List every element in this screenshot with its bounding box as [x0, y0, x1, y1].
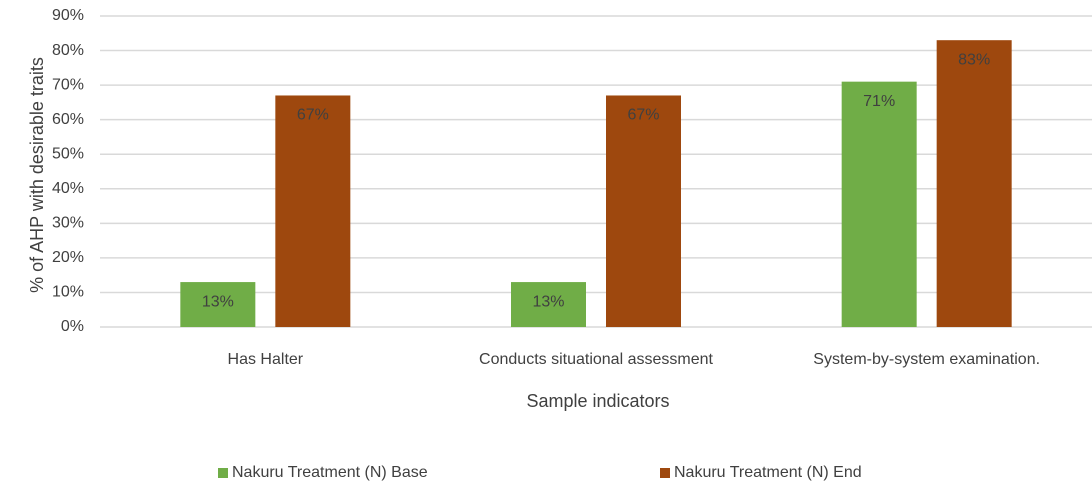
y-tick-label: 0%: [61, 318, 84, 335]
y-tick-label: 80%: [52, 42, 84, 59]
y-tick-label: 60%: [52, 111, 84, 128]
y-tick-label: 40%: [52, 180, 84, 197]
y-tick-label: 10%: [52, 284, 84, 301]
bar: [275, 95, 351, 327]
x-tick-label: System-by-system examination.: [813, 351, 1040, 368]
bar: [180, 282, 256, 327]
data-label: 83%: [958, 51, 990, 68]
bar: [511, 282, 586, 327]
legend-label: Nakuru Treatment (N) End: [674, 464, 862, 481]
y-tick-label: 90%: [52, 7, 84, 24]
data-label: 13%: [202, 293, 234, 310]
data-label: 71%: [863, 93, 895, 110]
data-label: 67%: [627, 107, 659, 124]
x-tick-label: Conducts situational assessment: [479, 351, 713, 368]
data-label: 67%: [297, 107, 329, 124]
bar: [936, 40, 1012, 327]
legend-swatch: [660, 468, 670, 478]
bar: [606, 95, 681, 327]
legend-swatch: [218, 468, 228, 478]
legend-label: Nakuru Treatment (N) Base: [232, 464, 428, 481]
y-axis-title: % of AHP with desirable traits: [27, 57, 47, 293]
y-tick-label: 30%: [52, 215, 84, 232]
y-tick-label: 20%: [52, 249, 84, 266]
x-axis-title: Sample indicators: [526, 391, 669, 411]
bar: [841, 81, 917, 328]
data-label: 13%: [532, 293, 564, 310]
x-tick-label: Has Halter: [228, 351, 304, 368]
y-tick-label: 70%: [52, 76, 84, 93]
y-tick-label: 50%: [52, 145, 84, 162]
